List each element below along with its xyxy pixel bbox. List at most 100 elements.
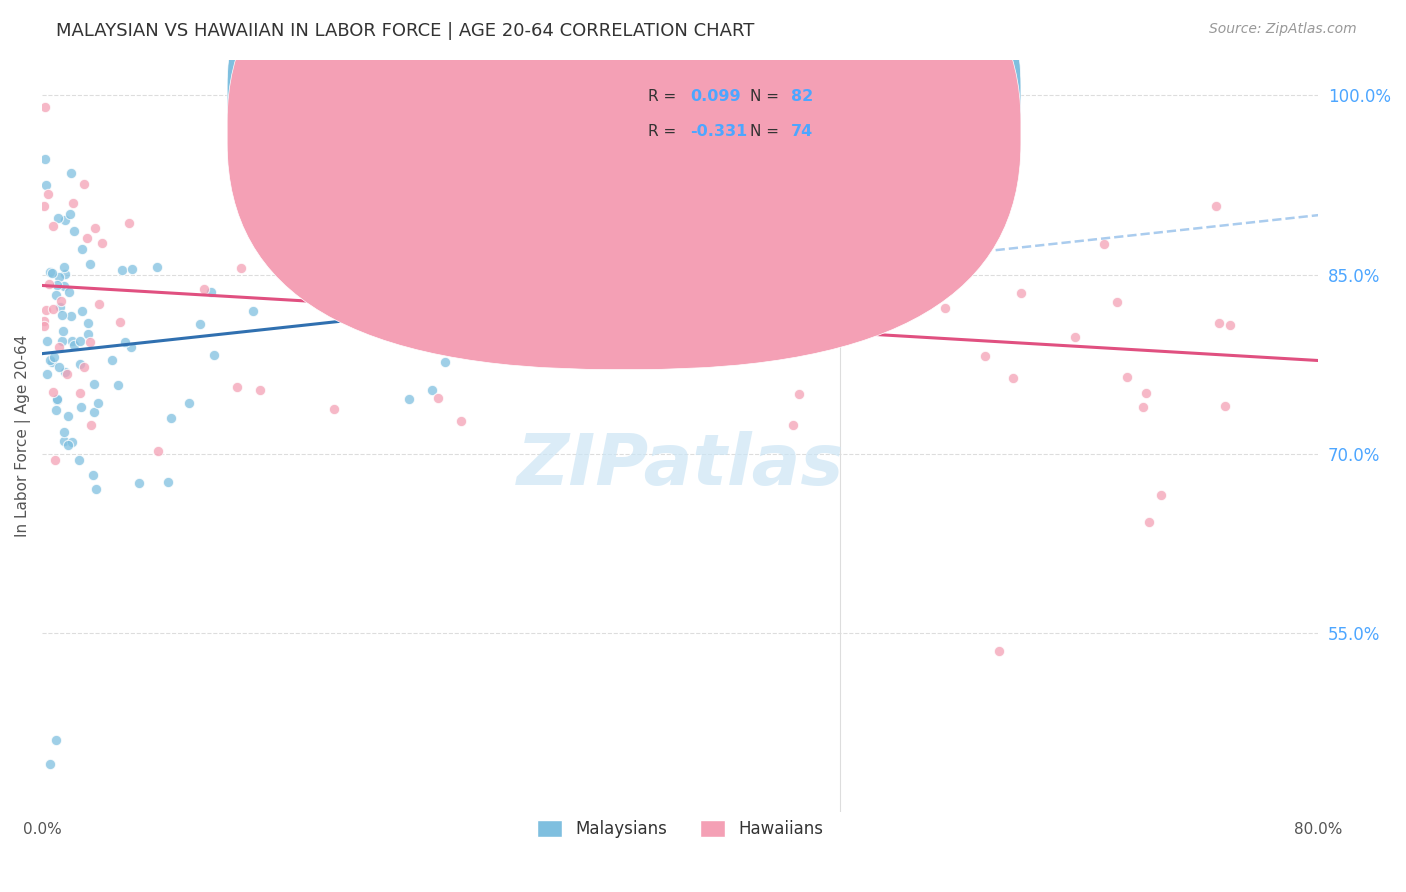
Point [76,326,98,341]
Point [45,288,67,302]
Point [60,434,83,449]
Point [229,261,252,276]
Point [44,453,66,467]
Point [1137,515,1160,529]
Point [202,348,225,362]
Point [34,100,56,114]
Point [188,318,211,332]
Point [82,467,104,482]
Point [650,117,672,131]
Point [35,367,58,381]
Point [87,297,110,311]
Text: N =: N = [751,89,779,104]
Point [101,353,124,368]
Point [679,342,702,356]
Point [70,242,93,256]
Point [32,318,55,333]
Point [128,476,150,491]
Point [73,177,96,191]
Point [1010,286,1032,301]
Point [673,279,696,293]
Point [118,216,141,230]
Point [536,293,558,308]
Point [76,231,98,245]
Point [782,417,804,432]
Point [427,391,450,405]
Text: R =: R = [648,124,676,139]
Point [59,207,82,221]
Point [420,383,443,397]
Point [120,339,142,353]
Point [762,243,785,257]
Point [787,386,810,401]
Point [79,257,101,271]
Point [62,196,84,211]
Point [371,160,394,174]
Point [45,392,67,407]
Point [107,378,129,392]
Point [62,224,84,238]
Point [58,285,80,299]
Point [69,334,91,348]
Point [1132,400,1154,414]
Point [52,260,75,274]
Text: 82: 82 [792,89,814,104]
Point [73,360,96,375]
FancyBboxPatch shape [228,0,1021,369]
Point [48,269,70,284]
Point [35,302,58,317]
Point [59,166,82,180]
Point [450,414,472,428]
Point [146,444,169,458]
Point [1208,316,1230,330]
Point [34,152,56,166]
Point [111,263,134,277]
Point [468,246,491,260]
Point [146,260,169,275]
Point [509,325,531,339]
Point [41,355,63,369]
Point [80,418,103,433]
Point [51,308,73,322]
Point [449,308,471,322]
Point [1092,236,1115,251]
Text: R =: R = [648,89,676,104]
Point [596,343,619,358]
Point [193,282,215,296]
Text: MALAYSIAN VS HAWAIIAN IN LABOR FORCE | AGE 20-64 CORRELATION CHART: MALAYSIAN VS HAWAIIAN IN LABOR FORCE | A… [56,22,755,40]
Point [53,434,76,448]
Point [45,403,67,417]
Point [333,235,356,249]
Point [41,302,63,317]
Point [249,383,271,397]
Point [46,277,69,292]
Point [58,409,80,424]
Point [35,178,58,192]
Point [48,340,70,354]
Point [323,401,346,416]
Point [568,354,591,368]
Point [121,262,143,277]
Point [83,220,105,235]
Point [53,267,76,281]
Point [90,235,112,250]
Point [46,392,69,406]
Point [63,338,86,352]
Point [160,410,183,425]
Point [179,396,201,410]
Point [544,227,567,241]
Point [58,438,80,452]
Point [225,380,247,394]
Text: Source: ZipAtlas.com: Source: ZipAtlas.com [1209,22,1357,37]
Text: -0.331: -0.331 [690,124,748,139]
Point [53,365,76,379]
Point [934,301,956,315]
Point [157,475,180,489]
Point [988,643,1011,657]
Point [432,265,454,279]
Point [87,396,110,410]
Point [470,260,492,274]
Point [530,282,553,296]
Point [627,208,650,222]
Point [79,335,101,350]
